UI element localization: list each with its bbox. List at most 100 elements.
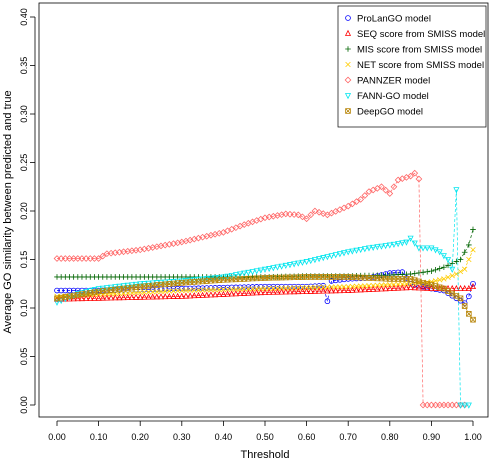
- data-point: [137, 293, 144, 300]
- data-point: [436, 265, 443, 272]
- data-point: [324, 284, 331, 290]
- data-point: [249, 286, 256, 292]
- data-point: [170, 288, 177, 294]
- data-point: [258, 286, 264, 292]
- data-point: [382, 285, 389, 292]
- data-point: [340, 286, 348, 294]
- data-point: [124, 293, 131, 301]
- y-axis-label: Average GO similarity between predicted …: [2, 90, 14, 333]
- plot-frame: [38, 2, 489, 418]
- data-point: [441, 276, 447, 282]
- data-point: [453, 187, 460, 194]
- data-point: [287, 285, 293, 291]
- data-point: [390, 183, 398, 191]
- data-point: [390, 284, 398, 291]
- data-point: [465, 284, 472, 292]
- data-point: [445, 274, 451, 280]
- data-point: [411, 284, 418, 291]
- data-point: [311, 207, 319, 215]
- data-point: [53, 299, 61, 306]
- data-point: [257, 288, 264, 296]
- data-point: [407, 283, 414, 291]
- x-tick-label: 0.80: [381, 432, 399, 442]
- data-point: [290, 211, 298, 218]
- data-point: [233, 286, 239, 292]
- data-point: [178, 292, 185, 299]
- data-point: [457, 268, 464, 275]
- data-point: [440, 253, 447, 260]
- data-point: [299, 287, 306, 295]
- data-point: [278, 263, 285, 270]
- data-point: [237, 286, 243, 292]
- data-point: [428, 245, 435, 252]
- legend-marker: [344, 76, 352, 84]
- data-point: [303, 215, 310, 223]
- data-point: [362, 283, 368, 289]
- data-point: [141, 289, 148, 295]
- data-point: [241, 286, 247, 292]
- data-point: [428, 268, 435, 274]
- data-point: [154, 289, 160, 295]
- data-point: [345, 283, 351, 290]
- data-point: [399, 284, 406, 291]
- x-tick-label: 0.90: [423, 432, 441, 442]
- x-tick-label: 0.00: [48, 432, 66, 442]
- legend-label: PANNZER model: [357, 76, 430, 87]
- data-point: [386, 190, 394, 197]
- data-point: [382, 186, 390, 194]
- data-point: [70, 295, 77, 302]
- legend: ProLanGO model SEQ score from SMISS model…: [337, 5, 487, 128]
- data-point: [299, 213, 306, 221]
- data-point: [378, 243, 385, 250]
- data-point: [353, 247, 360, 254]
- data-point: [424, 245, 431, 252]
- data-point: [270, 285, 277, 292]
- data-point: [299, 259, 306, 266]
- x-tick-label: 0.50: [256, 432, 274, 442]
- data-point: [299, 285, 306, 291]
- data-point: [470, 226, 476, 233]
- data-point: [187, 292, 194, 299]
- y-tick-label: 0.10: [19, 299, 29, 317]
- data-point: [103, 294, 110, 301]
- data-point: [315, 208, 323, 216]
- data-point: [316, 287, 323, 294]
- data-point: [307, 258, 314, 265]
- data-point: [311, 257, 318, 264]
- data-point: [428, 284, 435, 292]
- data-point: [95, 255, 102, 262]
- data-point: [461, 303, 468, 309]
- data-point: [424, 284, 431, 291]
- data-point: [241, 270, 248, 277]
- data-point: [141, 293, 148, 300]
- data-point: [216, 290, 223, 298]
- data-point: [99, 252, 107, 260]
- data-point: [307, 287, 314, 294]
- data-point: [179, 287, 185, 294]
- data-point: [441, 264, 447, 271]
- data-point: [191, 287, 197, 293]
- data-point: [236, 271, 244, 278]
- data-point: [353, 283, 360, 289]
- legend-label: DeepGO model: [357, 107, 423, 118]
- data-point: [436, 249, 443, 256]
- data-point: [128, 293, 135, 300]
- data-point: [274, 288, 281, 295]
- data-point: [333, 284, 339, 290]
- data-point: [424, 268, 431, 275]
- y-tick-label: 0.15: [19, 251, 29, 269]
- data-point: [249, 289, 256, 296]
- data-point: [232, 272, 239, 279]
- data-point: [374, 285, 381, 292]
- data-point: [457, 295, 464, 302]
- data-point: [340, 250, 348, 257]
- data-point: [212, 287, 218, 293]
- data-point: [249, 269, 256, 276]
- data-point: [99, 294, 106, 301]
- data-point: [316, 284, 322, 291]
- data-point: [453, 258, 460, 265]
- data-point: [270, 265, 277, 272]
- x-tick-label: 0.20: [131, 432, 149, 442]
- data-point: [461, 402, 468, 409]
- data-point: [365, 245, 373, 252]
